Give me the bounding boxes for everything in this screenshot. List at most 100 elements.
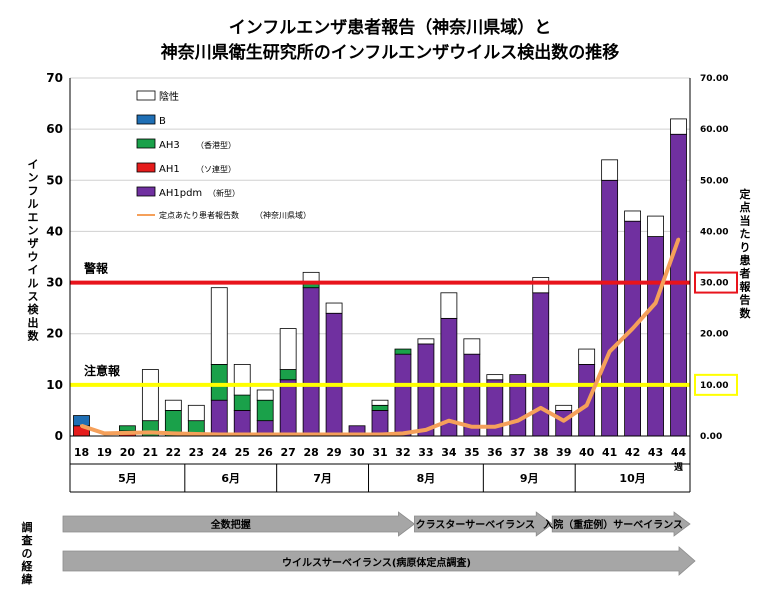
- line-point-20: [125, 431, 129, 435]
- line-point-38: [539, 406, 543, 410]
- line-point-18: [79, 424, 83, 428]
- y2-axis-title-char: 数: [740, 306, 752, 320]
- legend-label: B: [159, 116, 166, 127]
- survey-phase-arrow: [551, 511, 691, 537]
- y-tick-label: 20: [46, 327, 63, 341]
- y2-axis-title-char: 患: [740, 253, 751, 267]
- x-tick-label: 40: [579, 446, 595, 459]
- bar-AH1pdm-32: [394, 353, 412, 437]
- y2-axis-title-char: 報: [740, 279, 752, 293]
- y2-tick-label: 50.00: [700, 176, 728, 186]
- week-suffix: 週: [674, 462, 684, 473]
- survey-phase-label: 入院（重症例）サーベイランス: [543, 518, 683, 531]
- bar-AH1pdm-34: [440, 317, 458, 437]
- line-point-22: [171, 431, 175, 435]
- legend-swatch-AH3: [136, 138, 156, 149]
- month-label: 7月: [313, 472, 332, 485]
- virus-surveillance-label: ウイルスサーベイランス(病原体定点調査): [282, 556, 471, 569]
- y2-axis-title-char: 点: [740, 200, 751, 214]
- bar-陰性-31: [371, 399, 389, 406]
- survey-label-char: 経: [22, 559, 34, 573]
- legend: 陰性 B AH3 （香港型） AH1 （ソ連型） AH1pdm （新型） 定点あたり患者報告数 （…: [136, 90, 311, 220]
- y2-axis-title-char: 定: [740, 187, 751, 201]
- y2-tick-label: 70.00: [700, 74, 728, 84]
- chart-title-line-2: 神奈川県衛生研究所のインフルエンザウイルス検出数の推移: [161, 42, 620, 63]
- y-tick-label: 60: [46, 122, 63, 136]
- x-tick-label: 19: [97, 446, 112, 459]
- line-point-31: [378, 432, 382, 436]
- y2-axis-title-char: 告: [740, 293, 751, 307]
- legend-label: AH1: [159, 164, 180, 175]
- x-tick-label: 43: [648, 446, 663, 459]
- bar-AH1pdm-43: [647, 236, 664, 437]
- legend-note: （神奈川県域）: [255, 210, 311, 220]
- y-tick-label: 40: [46, 224, 63, 238]
- bar-AH3-26: [256, 399, 274, 422]
- line-point-39: [562, 419, 566, 423]
- line-point-24: [217, 432, 221, 436]
- y-axis-title-char: イ: [28, 264, 39, 277]
- x-tick-label: 38: [533, 446, 548, 459]
- threshold-label-0: 警報: [83, 261, 109, 276]
- line-point-41: [608, 350, 612, 354]
- bar-陰性-35: [463, 338, 481, 355]
- bar-AH1pdm-39: [555, 410, 573, 437]
- bar-陰性-43: [647, 215, 664, 237]
- x-tick-label: 25: [235, 446, 250, 459]
- y-axis-title-char: 数: [28, 329, 40, 343]
- x-tick-label: 30: [349, 446, 365, 459]
- y2-tick-label: 0.00: [700, 432, 722, 442]
- line-point-43: [654, 301, 658, 305]
- x-tick-label: 35: [464, 446, 479, 459]
- month-label: 6月: [221, 472, 240, 485]
- axes: 0 0.00 10 10.00 20 20.00 30 30.00 40 40.00 50 50.00…: [28, 71, 752, 493]
- x-tick-label: 21: [143, 446, 158, 459]
- y-axis-title-char: 出: [28, 315, 39, 329]
- line-point-37: [516, 419, 520, 423]
- y-axis-title-char: ザ: [28, 237, 39, 250]
- y-tick-label: 50: [46, 173, 63, 187]
- line-point-19: [102, 431, 106, 435]
- bar-陰性-24: [210, 287, 228, 365]
- y2-tick-label: 40.00: [700, 227, 728, 237]
- x-tick-label: 36: [487, 446, 503, 459]
- legend-label: 陰性: [159, 90, 179, 103]
- line-point-25: [240, 432, 244, 436]
- bar-陰性-23: [187, 404, 205, 422]
- y-tick-label: 0: [55, 429, 63, 443]
- bar-陰性-36: [486, 374, 504, 381]
- month-label: 9月: [520, 472, 539, 485]
- bar-AH1pdm-27: [279, 379, 297, 437]
- bar-AH1pdm-33: [417, 343, 435, 437]
- legend-swatch-B: [136, 114, 156, 125]
- bar-陰性-44: [670, 118, 687, 135]
- bar-AH1pdm-29: [325, 312, 343, 437]
- bar-AH1pdm-25: [233, 410, 251, 437]
- survey-label-char: 調: [22, 520, 33, 534]
- threshold-box-1: [694, 373, 738, 396]
- y-axis-title-char: ン: [28, 171, 39, 184]
- line-point-33: [424, 428, 428, 432]
- line-point-36: [493, 425, 497, 429]
- month-label: 10月: [619, 472, 645, 485]
- bar-陰性-26: [256, 389, 274, 401]
- month-label: 8月: [417, 472, 436, 485]
- y2-axis-title-char: 当: [740, 213, 751, 227]
- x-tick-label: 32: [395, 446, 410, 459]
- y2-tick-label: 20.00: [700, 330, 728, 340]
- survey-label-char: 査: [22, 533, 33, 547]
- y-axis-title-char: ル: [28, 198, 39, 211]
- x-tick-label: 27: [280, 446, 295, 459]
- bar-AH3-24: [210, 363, 228, 401]
- line-point-35: [470, 425, 474, 429]
- legend-label: AH1pdm: [159, 188, 202, 199]
- x-tick-label: 34: [441, 446, 457, 459]
- bar-AH1pdm-41: [601, 179, 619, 437]
- x-tick-label: 23: [189, 446, 204, 459]
- bar-AH3-20: [119, 425, 136, 432]
- line-point-29: [332, 432, 336, 436]
- bar-陰性-39: [555, 404, 573, 411]
- line-point-26: [263, 432, 267, 436]
- y2-axis-title-char: た: [740, 228, 751, 241]
